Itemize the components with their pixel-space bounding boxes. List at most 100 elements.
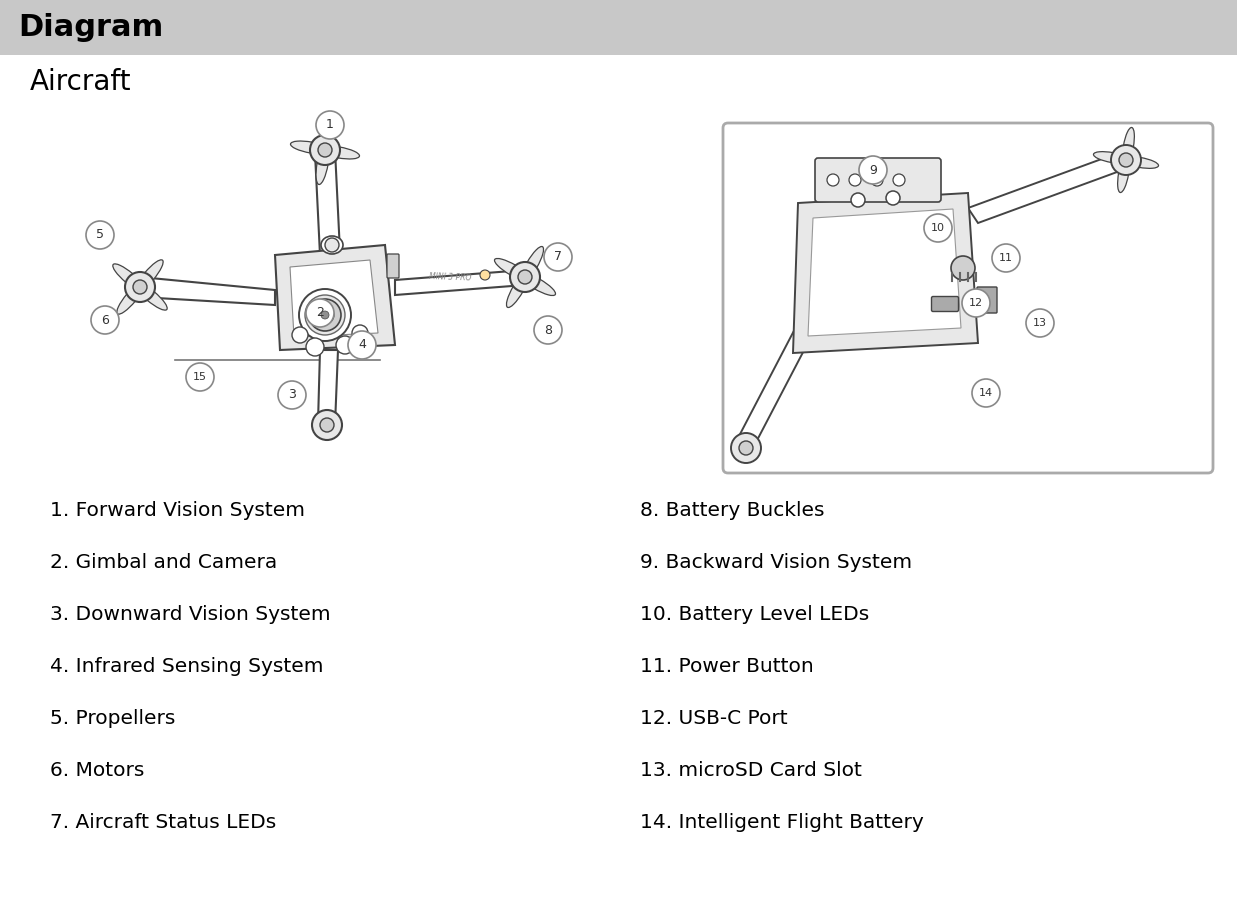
Ellipse shape xyxy=(116,281,145,314)
Circle shape xyxy=(992,244,1021,272)
Ellipse shape xyxy=(506,271,529,308)
FancyBboxPatch shape xyxy=(722,123,1213,473)
Text: Diagram: Diagram xyxy=(19,13,163,42)
Text: 1: 1 xyxy=(327,118,334,131)
Text: 15: 15 xyxy=(193,372,207,382)
Ellipse shape xyxy=(1094,152,1131,164)
Ellipse shape xyxy=(291,141,332,154)
Ellipse shape xyxy=(299,289,351,341)
Circle shape xyxy=(320,418,334,432)
Circle shape xyxy=(125,272,155,302)
Text: Aircraft: Aircraft xyxy=(30,68,131,96)
Ellipse shape xyxy=(113,264,146,292)
FancyBboxPatch shape xyxy=(815,158,941,202)
Polygon shape xyxy=(275,245,395,350)
Circle shape xyxy=(972,379,999,407)
FancyBboxPatch shape xyxy=(931,297,959,311)
Circle shape xyxy=(336,336,354,354)
Text: 5. Propellers: 5. Propellers xyxy=(49,709,176,727)
Text: 5: 5 xyxy=(96,228,104,241)
Circle shape xyxy=(292,327,308,343)
Circle shape xyxy=(186,363,214,391)
Polygon shape xyxy=(395,270,524,295)
Text: 13. microSD Card Slot: 13. microSD Card Slot xyxy=(640,760,862,780)
Circle shape xyxy=(858,156,887,184)
Circle shape xyxy=(738,441,753,455)
Circle shape xyxy=(325,238,339,252)
Circle shape xyxy=(318,143,332,157)
Ellipse shape xyxy=(521,247,543,284)
Circle shape xyxy=(348,331,376,359)
Ellipse shape xyxy=(320,116,334,157)
Circle shape xyxy=(731,433,761,463)
Text: 7: 7 xyxy=(554,250,562,263)
Text: 4. Infrared Sensing System: 4. Infrared Sensing System xyxy=(49,656,324,675)
Ellipse shape xyxy=(495,259,531,282)
Circle shape xyxy=(92,306,119,334)
Circle shape xyxy=(312,410,341,440)
Ellipse shape xyxy=(886,191,901,205)
Circle shape xyxy=(534,316,562,344)
Ellipse shape xyxy=(135,282,167,310)
Circle shape xyxy=(320,311,329,319)
Ellipse shape xyxy=(851,193,865,207)
Circle shape xyxy=(828,174,839,186)
Ellipse shape xyxy=(318,146,360,159)
Text: 14: 14 xyxy=(978,388,993,398)
Polygon shape xyxy=(808,209,961,336)
Circle shape xyxy=(924,214,952,242)
Circle shape xyxy=(1111,145,1141,175)
Circle shape xyxy=(518,270,532,284)
Text: 11. Power Button: 11. Power Button xyxy=(640,656,814,675)
Text: 2. Gimbal and Camera: 2. Gimbal and Camera xyxy=(49,553,277,572)
Text: 8. Battery Buckles: 8. Battery Buckles xyxy=(640,501,825,519)
Circle shape xyxy=(353,325,367,341)
Polygon shape xyxy=(318,350,338,425)
Circle shape xyxy=(278,381,306,409)
Text: 9: 9 xyxy=(870,164,877,176)
Circle shape xyxy=(309,299,341,331)
Circle shape xyxy=(315,306,334,324)
Ellipse shape xyxy=(135,260,163,293)
Circle shape xyxy=(134,280,147,294)
Ellipse shape xyxy=(320,236,343,254)
Text: 1. Forward Vision System: 1. Forward Vision System xyxy=(49,501,306,519)
Text: 2: 2 xyxy=(317,307,324,320)
Text: 12: 12 xyxy=(969,298,983,308)
Polygon shape xyxy=(969,153,1128,223)
Text: 6. Motors: 6. Motors xyxy=(49,760,145,780)
Ellipse shape xyxy=(315,143,329,185)
Ellipse shape xyxy=(1122,128,1134,165)
Text: 12. USB-C Port: 12. USB-C Port xyxy=(640,709,788,727)
Circle shape xyxy=(306,299,334,327)
Ellipse shape xyxy=(306,295,345,335)
Ellipse shape xyxy=(1118,155,1129,192)
Circle shape xyxy=(510,262,541,292)
Ellipse shape xyxy=(1121,156,1159,168)
Circle shape xyxy=(87,221,114,249)
Text: 6: 6 xyxy=(101,313,109,326)
Polygon shape xyxy=(315,150,340,255)
Polygon shape xyxy=(793,193,978,353)
Circle shape xyxy=(871,174,883,186)
Text: 14. Intelligent Flight Battery: 14. Intelligent Flight Battery xyxy=(640,812,924,832)
Polygon shape xyxy=(289,260,379,337)
Circle shape xyxy=(893,174,905,186)
Text: 8: 8 xyxy=(544,323,552,336)
Circle shape xyxy=(1119,153,1133,167)
Text: 11: 11 xyxy=(999,253,1013,263)
Circle shape xyxy=(849,174,861,186)
Polygon shape xyxy=(140,277,275,305)
Circle shape xyxy=(951,256,975,280)
Circle shape xyxy=(310,135,340,165)
Circle shape xyxy=(1025,309,1054,337)
FancyBboxPatch shape xyxy=(0,0,1237,55)
Circle shape xyxy=(315,111,344,139)
Circle shape xyxy=(544,243,571,271)
Text: 9. Backward Vision System: 9. Backward Vision System xyxy=(640,553,912,572)
Text: 10. Battery Level LEDs: 10. Battery Level LEDs xyxy=(640,604,870,624)
Text: 4: 4 xyxy=(357,338,366,351)
Circle shape xyxy=(962,289,990,317)
FancyBboxPatch shape xyxy=(977,287,997,313)
Text: 10: 10 xyxy=(931,223,945,233)
